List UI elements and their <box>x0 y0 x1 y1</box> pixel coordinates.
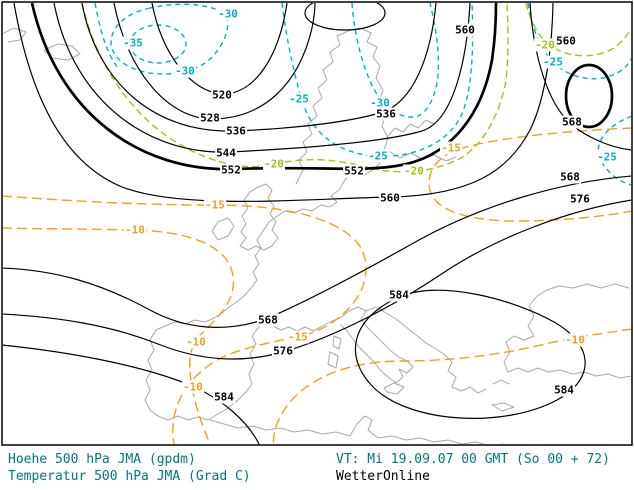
coast-scandinavia <box>295 27 389 197</box>
isotherm-minus10-west <box>3 227 235 444</box>
contour-568-corner <box>529 3 631 151</box>
isotherm-minus20-corner <box>525 3 631 57</box>
contour-closed-low-top <box>304 3 386 31</box>
contour-528 <box>113 3 316 120</box>
footer-right-column: VT: Mi 19.09.07 00 GMT (So 00 + 72) Wett… <box>336 451 610 485</box>
coast-riviera <box>264 317 341 332</box>
isotherm-minus30-east <box>351 3 440 118</box>
coast-africa <box>209 415 505 444</box>
coast-westeurope <box>155 195 338 331</box>
valid-time-text: VT: Mi 19.09.07 00 GMT (So 00 + 72) <box>336 452 610 467</box>
footer: Hoehe 500 hPa JMA (gpdm) Temperatur 500 … <box>0 448 634 490</box>
contour-568-main <box>3 175 631 328</box>
isotherm-minus30-west <box>110 3 229 75</box>
brand-wetteronline: WetterOnline <box>336 469 430 484</box>
coast-islands-westmed <box>327 335 405 395</box>
param-line-temperature: Temperatur 500 hPa JMA (Grad C) <box>8 469 251 484</box>
coast-britain-ireland <box>211 183 279 251</box>
contour-552-bold <box>30 3 498 171</box>
footer-left-column: Hoehe 500 hPa JMA (gpdm) Temperatur 500 … <box>8 451 251 485</box>
coast-balkan-greece <box>365 306 510 394</box>
contour-536 <box>81 3 437 132</box>
contour-584-southwest <box>3 344 260 444</box>
map-border <box>1 1 633 446</box>
contour-520 <box>151 3 288 95</box>
coast-cyprus-crete <box>491 387 575 412</box>
param-line-height: Hoehe 500 hPa JMA (gpdm) <box>8 452 196 467</box>
coastlines-layer <box>3 27 631 444</box>
contour-544 <box>53 3 471 153</box>
coast-italy <box>339 306 414 384</box>
isotherm-minus35 <box>129 24 187 64</box>
map-area: 520 528 536 536 544 552 552 560 560 560 568 568 568 5… <box>1 1 633 446</box>
isotherm-minus25-nw-strand <box>94 3 119 69</box>
map-svg <box>1 1 633 446</box>
height-contours-layer <box>3 3 631 444</box>
isotherm-minus10-southeast <box>272 328 631 444</box>
contour-576 <box>3 199 631 360</box>
isotherm-minus25-right <box>597 115 631 186</box>
isotherm-minus15-tongue <box>428 127 631 222</box>
contour-584-ridge <box>354 289 586 419</box>
contour-cutoff-low-northeast <box>564 63 614 129</box>
coast-iberia <box>144 321 266 421</box>
contour-560 <box>13 3 554 202</box>
isotherm-minus15-west <box>3 195 367 444</box>
